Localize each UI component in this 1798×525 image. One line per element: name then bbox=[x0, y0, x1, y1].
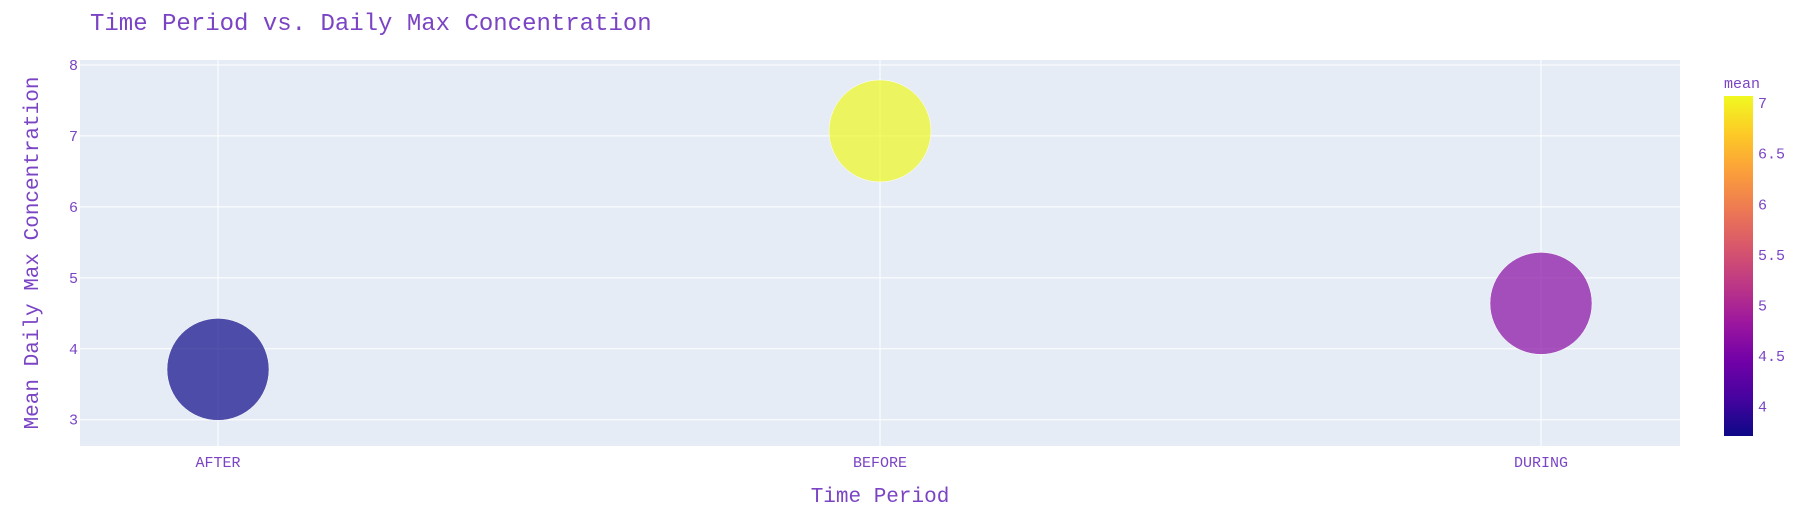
colorbar-tick-label: 6.5 bbox=[1758, 147, 1785, 164]
colorbar-gradient bbox=[1724, 96, 1753, 436]
x-tick-label: AFTER bbox=[195, 455, 240, 472]
colorbar-tick-label: 6 bbox=[1758, 197, 1767, 214]
colorbar-ticks: 7 6.5 6 5.5 5 4.5 4 bbox=[1758, 96, 1785, 417]
colorbar: mean 7 6.5 6 5.5 5 4.5 4 bbox=[1724, 76, 1785, 436]
colorbar-tick-label: 4.5 bbox=[1758, 349, 1785, 366]
chart-title: Time Period vs. Daily Max Concentration bbox=[90, 11, 652, 38]
x-axis-ticks: AFTER BEFORE DURING bbox=[195, 455, 1568, 472]
y-tick-label: 5 bbox=[69, 271, 78, 288]
y-tick-label: 8 bbox=[69, 58, 78, 75]
y-tick-label: 7 bbox=[69, 129, 78, 146]
x-tick-label: DURING bbox=[1514, 455, 1568, 472]
colorbar-tick-label: 7 bbox=[1758, 96, 1767, 113]
data-marker-during bbox=[1489, 252, 1593, 355]
colorbar-tick-label: 5 bbox=[1758, 298, 1767, 315]
colorbar-tick-label: 5.5 bbox=[1758, 248, 1785, 265]
colorbar-title: mean bbox=[1724, 76, 1760, 93]
y-axis-title: Mean Daily Max Concentration bbox=[22, 77, 45, 430]
y-tick-label: 3 bbox=[69, 413, 78, 430]
x-axis-title: Time Period bbox=[811, 486, 950, 509]
y-tick-label: 6 bbox=[69, 200, 78, 217]
data-markers bbox=[166, 79, 1593, 421]
y-tick-label: 4 bbox=[69, 342, 78, 359]
data-marker-before bbox=[828, 79, 932, 183]
x-tick-label: BEFORE bbox=[853, 455, 907, 472]
colorbar-tick-label: 4 bbox=[1758, 400, 1767, 417]
y-axis-ticks: 3 4 5 6 7 8 bbox=[69, 58, 78, 430]
data-marker-after bbox=[166, 318, 270, 421]
